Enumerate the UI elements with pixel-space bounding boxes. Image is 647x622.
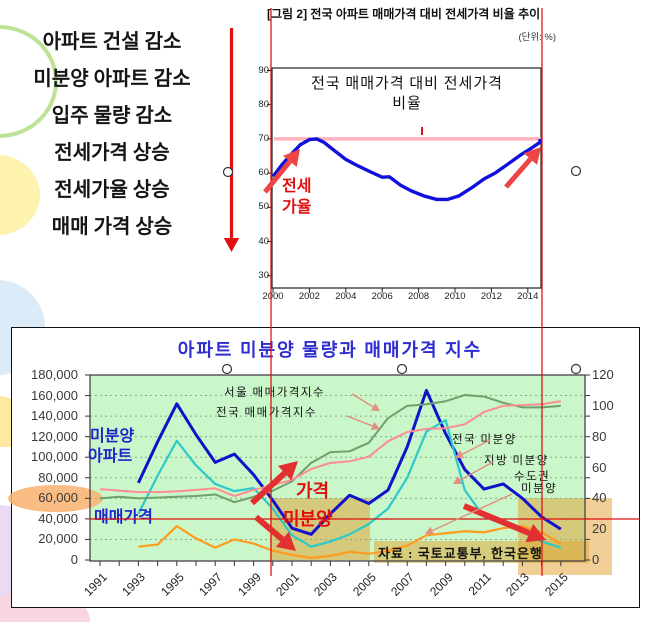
callout-arrow-metro-unsold (432, 494, 512, 531)
handle-circle (223, 365, 232, 374)
handle-circle (224, 168, 233, 177)
callout-arrow-national-unsold (462, 440, 490, 454)
slide-canvas: 아파트 건설 감소 미분양 아파트 감소 입주 물량 감소 전세가격 상승 전세… (0, 0, 647, 622)
callout-arrow-national-price (347, 416, 373, 426)
handle-circle (572, 365, 581, 374)
unsold-down-arrow (256, 517, 282, 539)
handle-circle (572, 167, 581, 176)
handle-circle (398, 365, 407, 374)
list-down-arrow-head (224, 238, 239, 252)
annotation-layer (0, 0, 647, 622)
callout-arrow-seoul (352, 394, 373, 407)
callout-arrow-regional-unsold (460, 462, 493, 480)
price-up-arrow (252, 473, 285, 503)
jeonse-rise-arrow-left (265, 161, 290, 192)
jeonse-rise-arrow-right (506, 159, 530, 187)
